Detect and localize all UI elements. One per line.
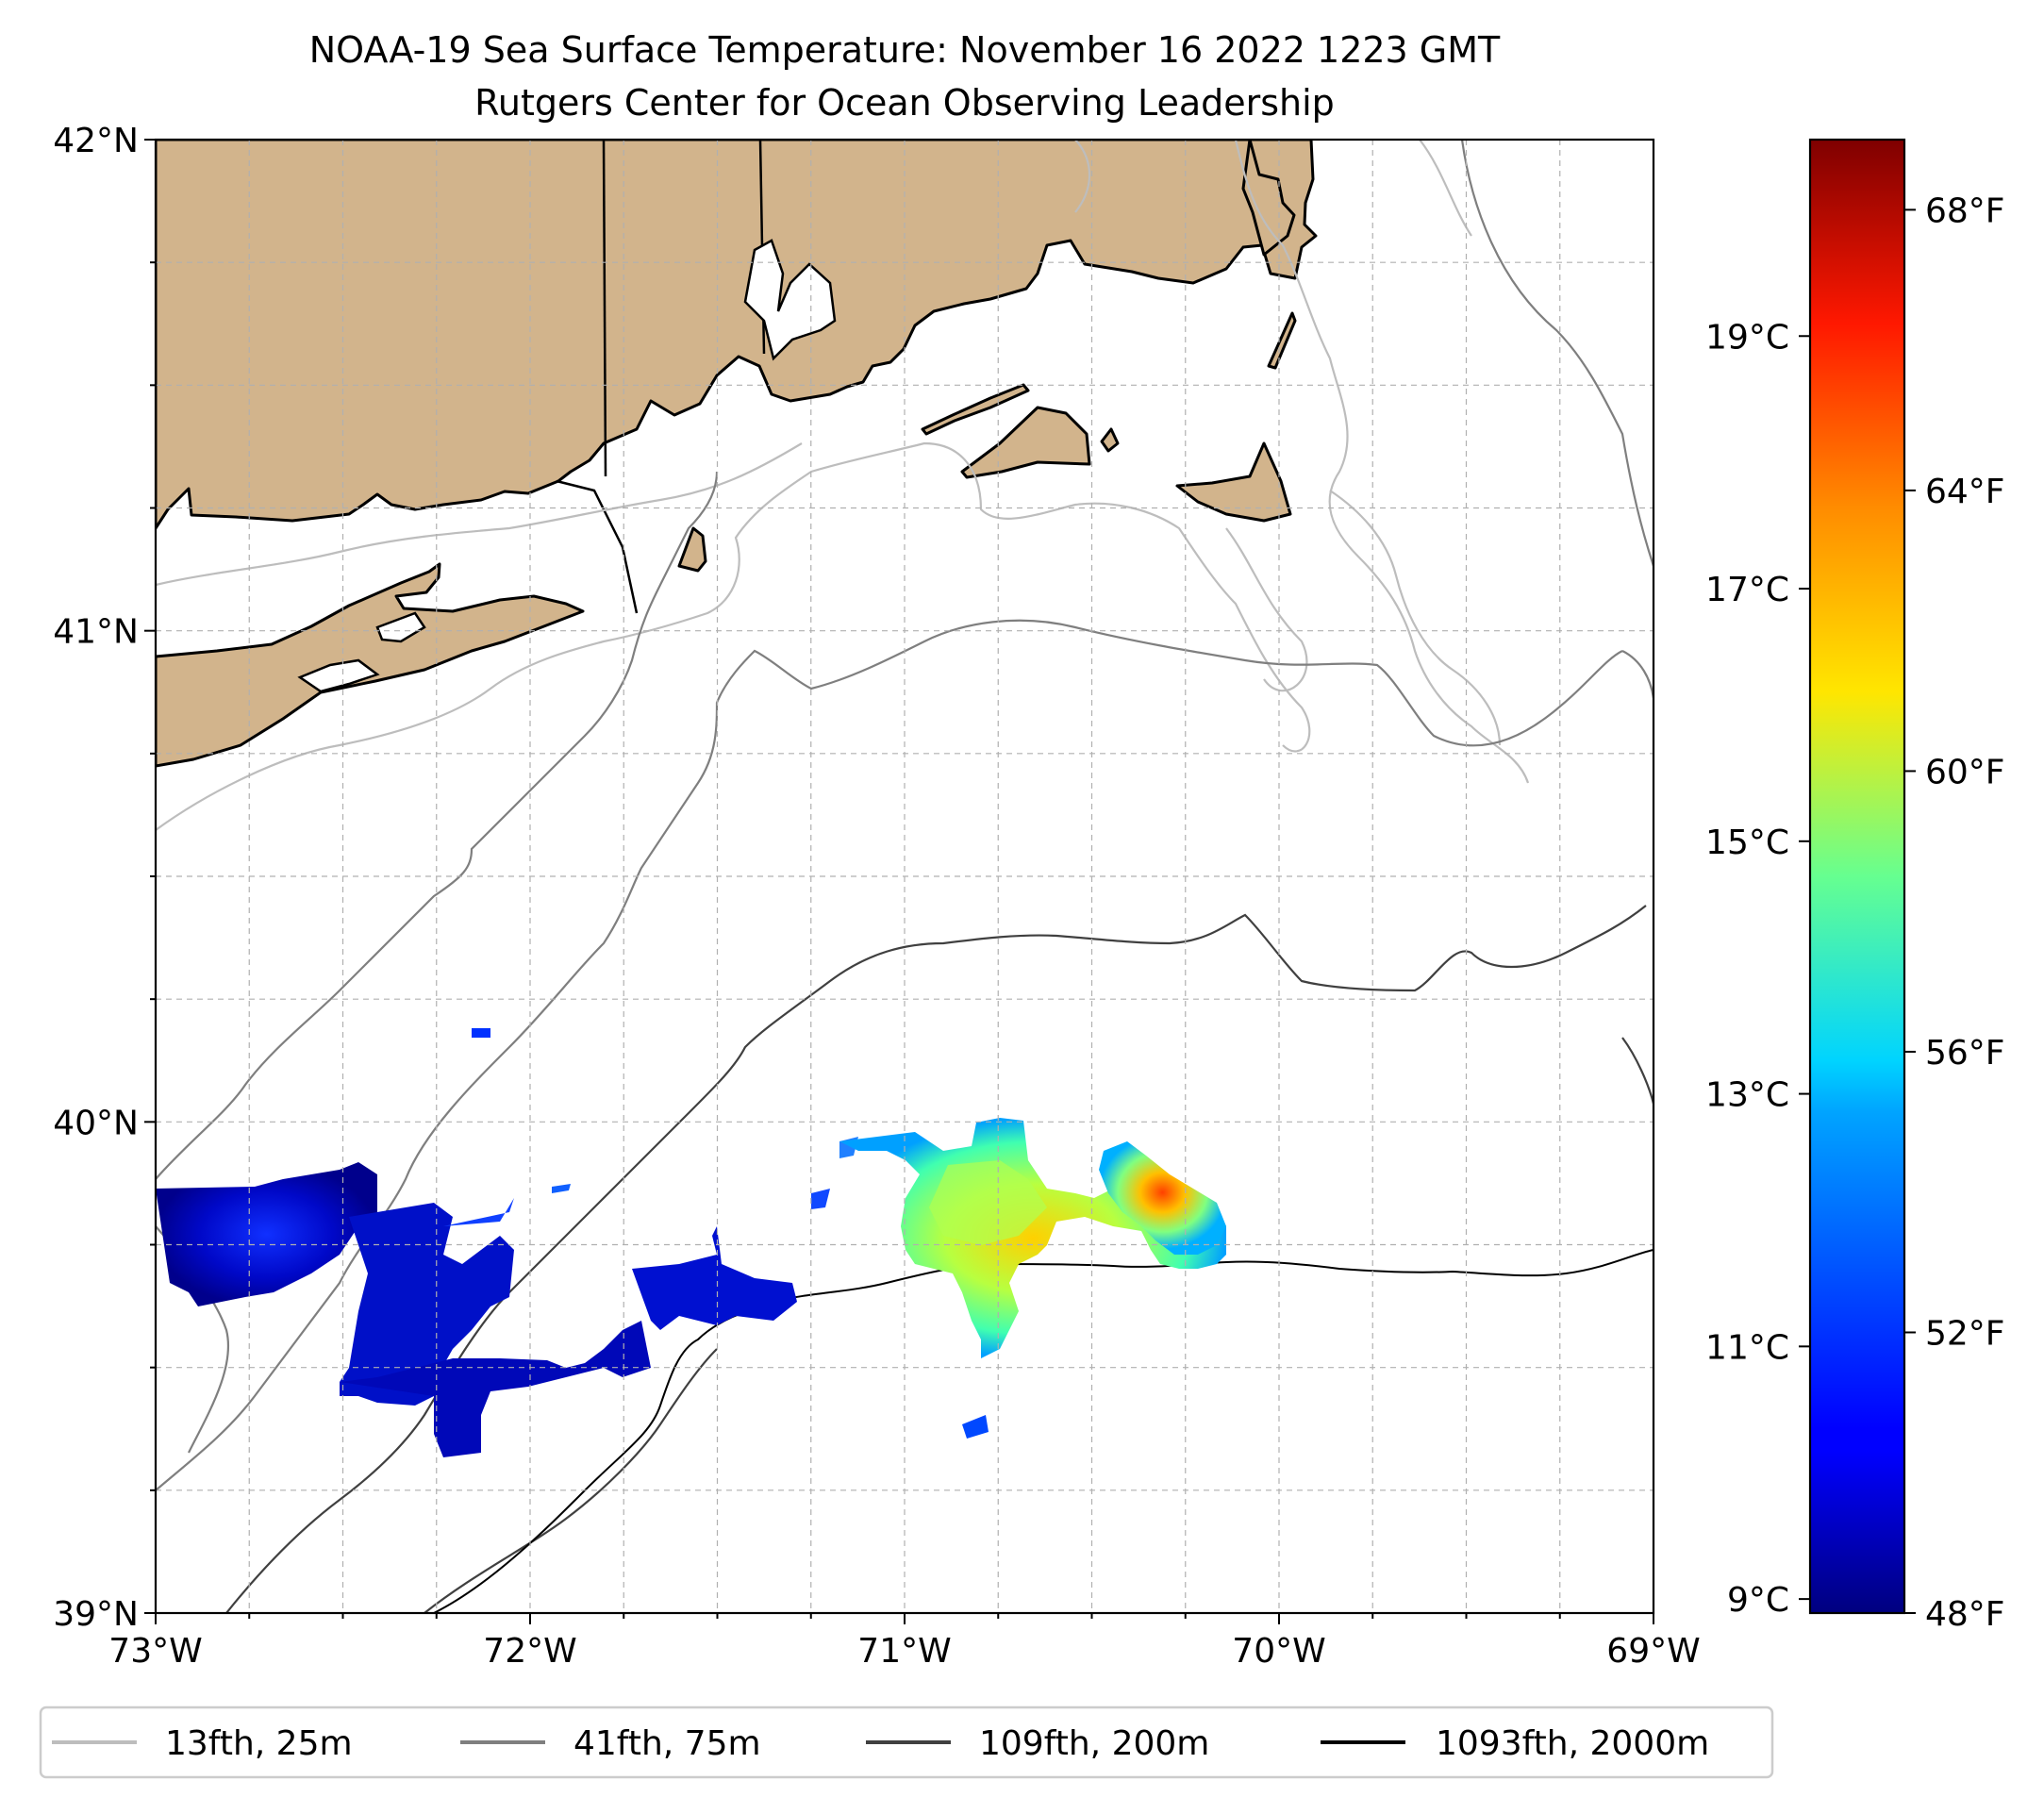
land-marthas-vineyard [960,406,1091,479]
x-tick-label: 70°W [1232,1632,1325,1671]
colorbar-gradient [1808,138,1906,1615]
x-tick-label: 72°W [483,1632,576,1671]
land-nomans [1100,427,1120,453]
colorbar-f-label: 64°F [1925,473,2005,511]
legend-item: 13fth, 25m [52,1724,353,1763]
colorbar-f-label: 52°F [1925,1314,2005,1353]
y-tick-label: 41°N [53,613,139,652]
land [156,140,1318,768]
legend-label-200m: 109fth, 200m [979,1724,1209,1763]
land-nantucket [1175,441,1292,523]
land-block-island [677,526,707,573]
gridlines [156,140,1653,1613]
x-tick-label: 71°W [857,1632,951,1671]
land-mainland [156,140,1318,530]
y-axis: 42°N 41°N 40°N 39°N [53,122,156,1634]
sst-data [156,1028,1226,1457]
colorbar-f-label: 68°F [1925,191,2005,230]
legend-label-25m: 13fth, 25m [165,1724,353,1763]
colorbar-c-label: 9°C [1727,1581,1789,1620]
legend-item: 109fth, 200m [866,1724,1209,1763]
land-long-island [156,562,585,768]
colorbar-c-label: 17°C [1705,571,1789,609]
map-area [156,140,1653,1613]
land-cape-cod-tip [1241,140,1296,257]
x-tick-label: 73°W [108,1632,202,1671]
y-tick-label: 40°N [53,1104,139,1142]
colorbar-celsius-ticks: 9°C 11°C 13°C 15°C 17°C 19°C [1705,318,1810,1620]
y-tick-label: 39°N [53,1595,139,1634]
map-title-line1: NOAA-19 Sea Surface Temperature: Novembe… [309,29,1501,71]
legend: 13fth, 25m 41fth, 75m 109fth, 200m 1093f… [39,1705,1774,1779]
legend-item: 1093fth, 2000m [1321,1724,1709,1763]
colorbar-c-label: 11°C [1705,1328,1789,1367]
colorbar: 48°F 52°F 56°F 60°F 64°F 68°F 9°C 11°C 13°C 15°C… [1705,138,2005,1634]
colorbar-f-label: 48°F [1925,1595,2005,1634]
x-tick-label: 69°W [1606,1632,1700,1671]
map-title-line2: Rutgers Center for Ocean Observing Leade… [474,82,1335,124]
legend-label-2000m: 1093fth, 2000m [1436,1724,1709,1763]
colorbar-c-label: 13°C [1705,1076,1789,1115]
land-elizabeth-islands [921,383,1030,436]
colorbar-c-label: 15°C [1705,824,1789,862]
colorbar-f-label: 60°F [1925,753,2005,791]
y-tick-label: 42°N [53,122,139,160]
legend-label-75m: 41fth, 75m [573,1724,761,1763]
colorbar-c-label: 19°C [1705,318,1789,357]
colorbar-fahrenheit-ticks: 48°F 52°F 56°F 60°F 64°F 68°F [1904,191,2005,1634]
x-axis: 73°W 72°W 71°W 70°W 69°W [108,1613,1701,1671]
contour-25m [156,140,1530,831]
legend-item: 41fth, 75m [460,1724,761,1763]
colorbar-f-label: 56°F [1925,1034,2005,1073]
land-monomoy [1267,311,1297,370]
